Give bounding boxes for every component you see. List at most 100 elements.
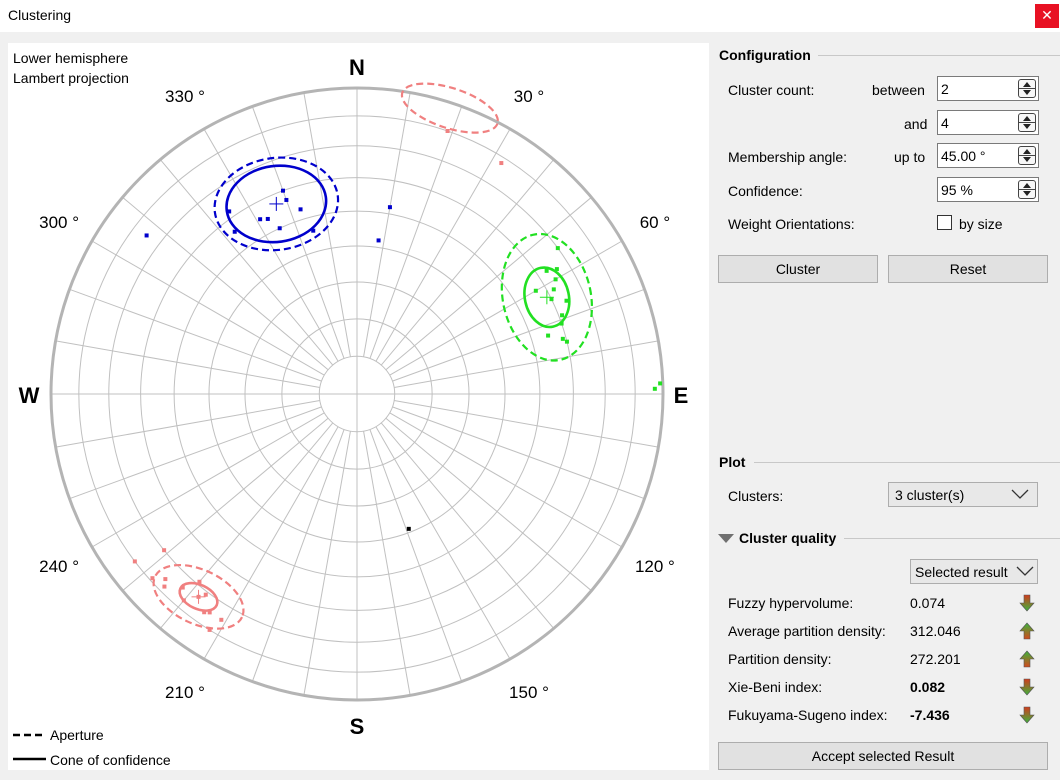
orientation-point [406, 526, 411, 531]
orientation-point [162, 584, 167, 589]
grid-radial-line [91, 412, 325, 548]
arrow-down-icon [1019, 706, 1035, 724]
plot-group-title: Plot [719, 454, 746, 470]
cluster-min-spinbox[interactable]: 2 [937, 76, 1039, 101]
orientation-point [658, 381, 663, 386]
clusters-select-value: 3 cluster(s) [895, 487, 965, 503]
orientation-point [554, 267, 559, 272]
cluster-pink [400, 82, 504, 166]
cluster-max-stepper[interactable] [1018, 113, 1036, 132]
grid-radial-line [389, 412, 623, 548]
window-title: Clustering [8, 7, 72, 23]
angle-label: 210 ° [165, 683, 205, 702]
accept-result-button[interactable]: Accept selected Result [718, 742, 1048, 770]
grid-radial-line [375, 426, 511, 660]
chevron-down-icon[interactable] [1023, 90, 1031, 95]
close-button[interactable]: ✕ [1035, 4, 1059, 28]
grid-radial-line [363, 431, 411, 696]
orientation-point [162, 548, 167, 553]
chevron-up-icon[interactable] [1023, 183, 1031, 188]
confidence-value: 95 % [941, 182, 973, 198]
cluster-min-stepper[interactable] [1018, 79, 1036, 98]
orientation-point [551, 287, 556, 292]
grid-radial-line [203, 426, 339, 660]
chevron-down-icon[interactable] [1023, 157, 1031, 162]
confidence-spinbox[interactable]: 95 % [937, 177, 1039, 202]
grid-radial-line [69, 406, 322, 500]
cluster-max-value: 4 [941, 115, 949, 131]
grid-radial-line [303, 92, 351, 357]
cluster-max-spinbox[interactable]: 4 [937, 110, 1039, 135]
grid-radial-line [392, 406, 645, 500]
grid-radial-line [251, 106, 345, 359]
orientation-point [546, 333, 551, 338]
chevron-up-icon[interactable] [1023, 116, 1031, 121]
grid-radial-line [380, 422, 555, 629]
metric-label: Partition density: [728, 651, 832, 667]
side-panel: Configuration Cluster count: between 2 a… [712, 43, 1060, 770]
orientation-point [549, 297, 554, 302]
by-size-label[interactable]: by size [959, 216, 1003, 232]
metric-value: 0.082 [910, 679, 946, 695]
chevron-down-icon[interactable] [1023, 191, 1031, 196]
orientation-point [499, 161, 504, 166]
weight-orientations-label: Weight Orientations: [728, 216, 855, 232]
membership-angle-label: Membership angle: [728, 149, 848, 165]
metric-label: Xie-Beni index: [728, 679, 823, 695]
orientation-point [202, 610, 207, 615]
grid-radial-line [385, 417, 592, 592]
angle-label: 60 ° [640, 213, 670, 232]
grid-radial-line [55, 400, 320, 448]
cardinal-s: S [350, 714, 365, 739]
collapse-triangle-icon[interactable] [717, 532, 735, 544]
chevron-up-icon[interactable] [1023, 82, 1031, 87]
grid-radial-line [380, 159, 555, 366]
grid-radial-line [369, 429, 463, 682]
grid-radial-line [369, 106, 463, 359]
metric-label: Fuzzy hypervolume: [728, 595, 854, 611]
aperture-ellipse [400, 82, 499, 134]
reset-button[interactable]: Reset [888, 255, 1048, 283]
orientation-point [265, 216, 270, 221]
grid-radial-line [303, 431, 351, 696]
metric-value: 312.046 [910, 623, 961, 639]
membership-angle-stepper[interactable] [1018, 146, 1036, 165]
cluster-blue [144, 156, 392, 252]
cluster-button[interactable]: Cluster [718, 255, 878, 283]
chevron-up-icon[interactable] [1023, 149, 1031, 154]
orientation-point [445, 128, 450, 133]
confidence-stepper[interactable] [1018, 180, 1036, 199]
arrow-down-icon [1019, 594, 1035, 612]
by-size-checkbox[interactable] [937, 215, 952, 230]
orientation-point [163, 577, 168, 582]
orientation-point [207, 610, 212, 615]
orientation-point [284, 197, 289, 202]
result-select[interactable]: Selected result [910, 559, 1038, 584]
configuration-divider [818, 55, 1060, 56]
chevron-down-icon [1011, 489, 1029, 499]
grid-radial-line [203, 128, 339, 362]
membership-angle-value: 45.00 ° [941, 148, 986, 164]
grid-radial-line [394, 340, 659, 388]
angle-label: 240 ° [39, 557, 79, 576]
chevron-down-icon[interactable] [1023, 124, 1031, 129]
cluster-quality-title[interactable]: Cluster quality [739, 530, 837, 546]
grid-radial-line [392, 288, 645, 382]
orientation-point [150, 576, 155, 581]
angle-label: 30 ° [514, 87, 544, 106]
orientation-point [533, 288, 538, 293]
orientation-point [144, 233, 149, 238]
membership-angle-spinbox[interactable]: 45.00 ° [937, 143, 1039, 168]
orientation-point [555, 246, 560, 251]
projection-label: Lower hemisphere [13, 50, 128, 66]
clusters-select[interactable]: 3 cluster(s) [888, 482, 1038, 507]
aperture-ellipse [152, 563, 245, 630]
upto-label: up to [894, 149, 926, 165]
stereonet-plot: Lower hemisphere Lambert projection N E S W 33… [13, 50, 688, 768]
grid-radial-line [385, 196, 592, 371]
orientation-point [387, 205, 392, 210]
grid-radial-line [159, 422, 334, 629]
orientation-point [280, 188, 285, 193]
cone-of-confidence-ellipse [178, 581, 219, 612]
stepper-divider [1019, 155, 1035, 156]
